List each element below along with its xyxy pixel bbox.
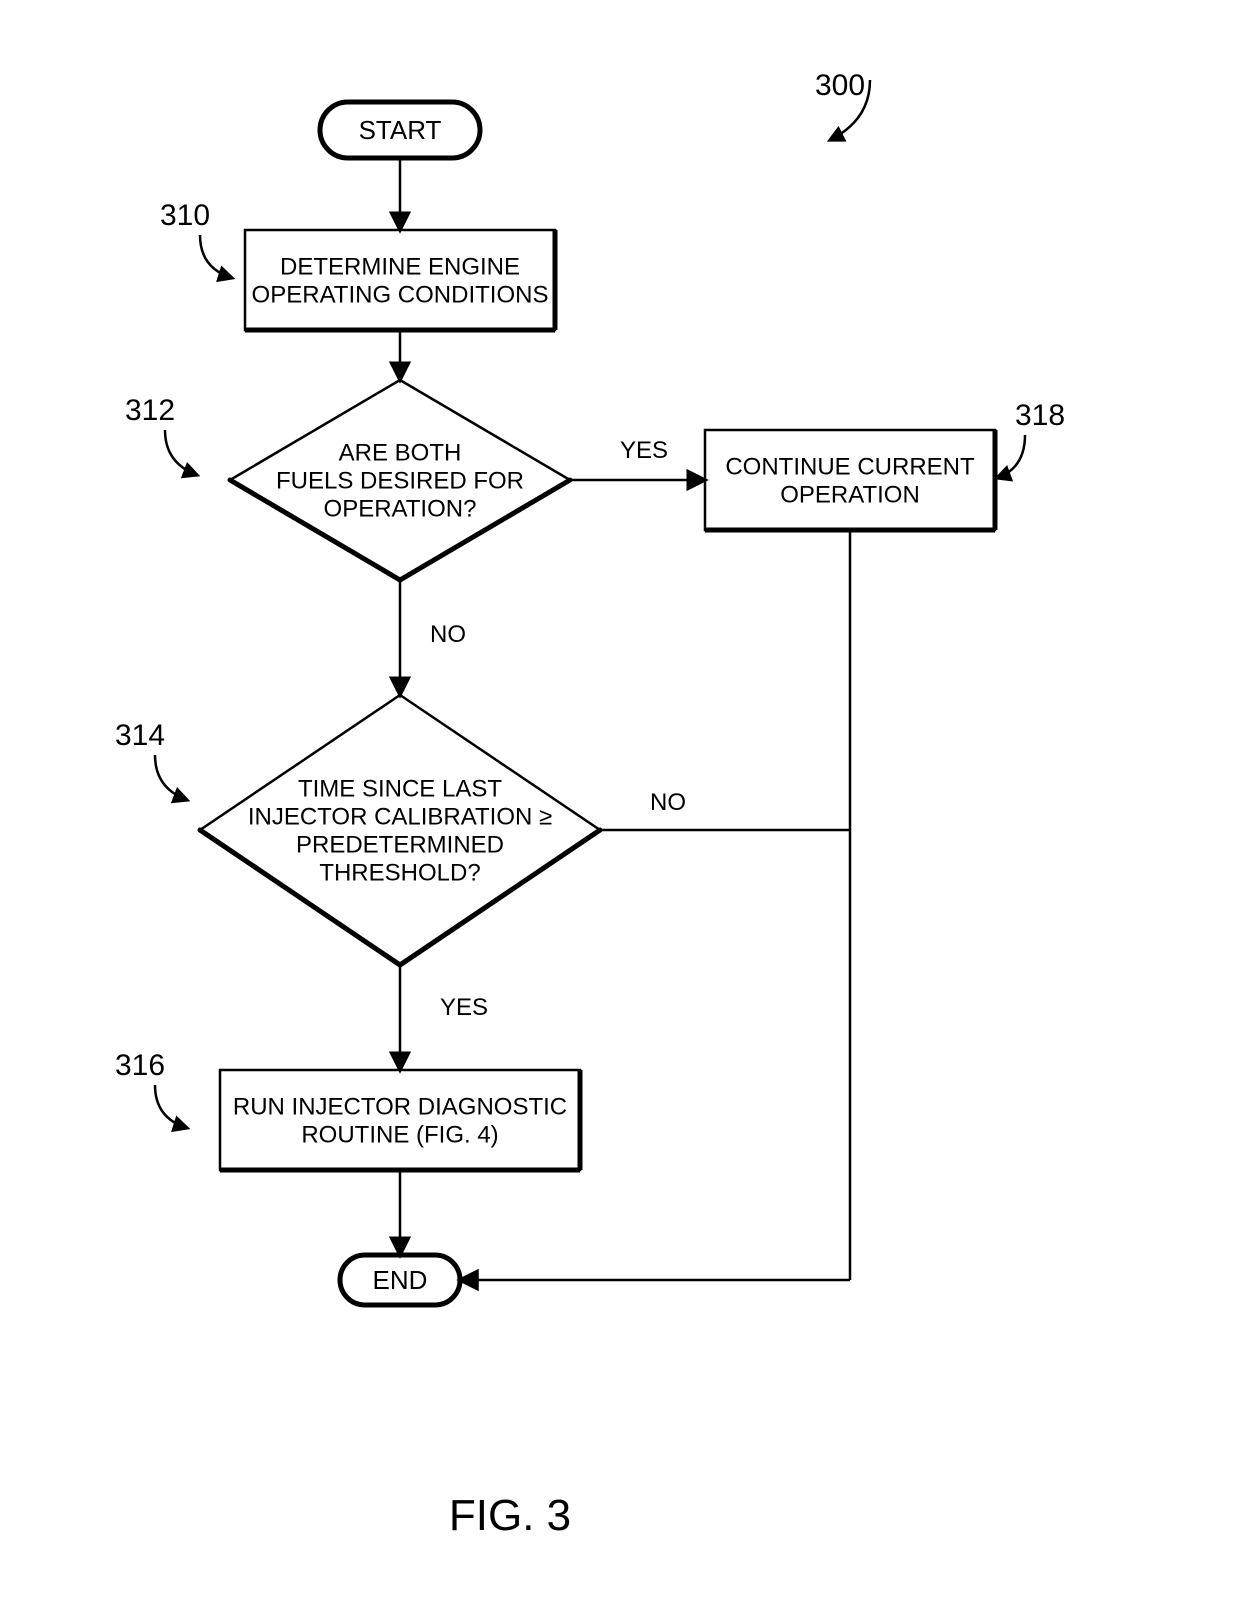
n316-ref: 316 bbox=[115, 1049, 165, 1082]
figure-title: FIG. 3 bbox=[449, 1491, 571, 1540]
decision-314-text-1: INJECTOR CALIBRATION ≥ bbox=[248, 803, 552, 830]
decision-314-text-3: THRESHOLD? bbox=[319, 859, 480, 886]
edge-312-318-label: YES bbox=[620, 437, 668, 464]
edge-314-right-label: NO bbox=[650, 789, 686, 816]
start-node-label: START bbox=[359, 115, 442, 145]
n312-leader bbox=[165, 430, 197, 475]
decision-312-text-1: FUELS DESIRED FOR bbox=[276, 467, 524, 494]
n310-ref: 310 bbox=[160, 199, 210, 232]
n316-leader bbox=[155, 1085, 187, 1128]
decision-314-text-2: PREDETERMINED bbox=[296, 831, 504, 858]
fig-main-ref: 300 bbox=[815, 69, 865, 102]
process-316-text-0: RUN INJECTOR DIAGNOSTIC bbox=[233, 1093, 567, 1120]
decision-312-text-2: OPERATION? bbox=[324, 495, 477, 522]
n312-ref: 312 bbox=[125, 394, 175, 427]
n314-ref: 314 bbox=[115, 719, 165, 752]
n318-ref: 318 bbox=[1015, 399, 1065, 432]
end-node-label: END bbox=[373, 1265, 428, 1295]
edge-314-316-label: YES bbox=[440, 994, 488, 1021]
process-318-text-1: OPERATION bbox=[780, 481, 920, 508]
n318-leader bbox=[997, 435, 1025, 478]
edge-312-314-label: NO bbox=[430, 621, 466, 648]
n314-leader bbox=[155, 755, 187, 800]
decision-312-text-0: ARE BOTH bbox=[339, 439, 462, 466]
decision-314-text-0: TIME SINCE LAST bbox=[298, 775, 502, 802]
process-316-text-1: ROUTINE (FIG. 4) bbox=[301, 1121, 498, 1148]
process-310-text-0: DETERMINE ENGINE bbox=[280, 253, 520, 280]
n310-leader bbox=[200, 235, 232, 278]
process-318-text-0: CONTINUE CURRENT bbox=[725, 453, 975, 480]
process-310-text-1: OPERATING CONDITIONS bbox=[252, 281, 549, 308]
